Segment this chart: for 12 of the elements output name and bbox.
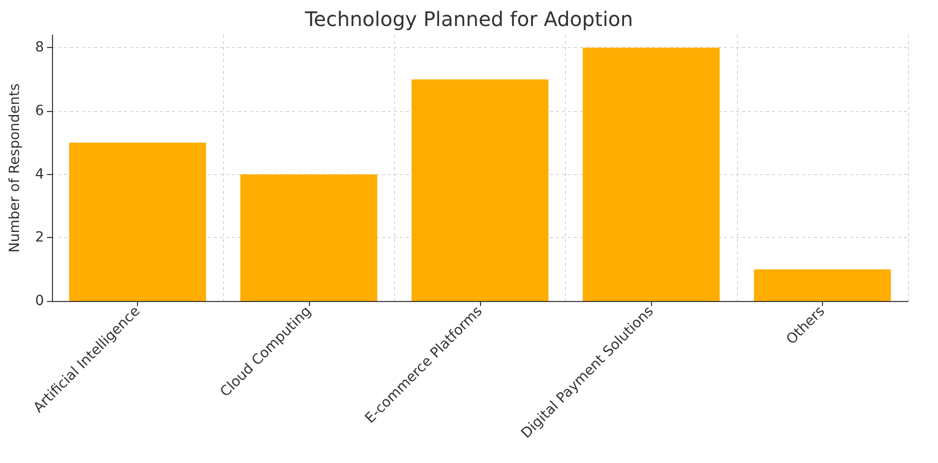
bar [412,79,548,301]
y-axis-title: Number of Respondents [7,83,23,253]
bar [754,269,891,301]
bar [69,142,206,301]
bar [240,174,378,301]
y-tick-label: 0 [35,293,44,309]
y-tick-label: 6 [35,103,44,119]
y-tick-label: 4 [35,166,44,182]
y-tick-label: 2 [35,230,44,246]
chart-title: Technology Planned for Adoption [304,7,634,31]
bar [582,48,720,301]
y-tick-label: 8 [35,40,44,56]
